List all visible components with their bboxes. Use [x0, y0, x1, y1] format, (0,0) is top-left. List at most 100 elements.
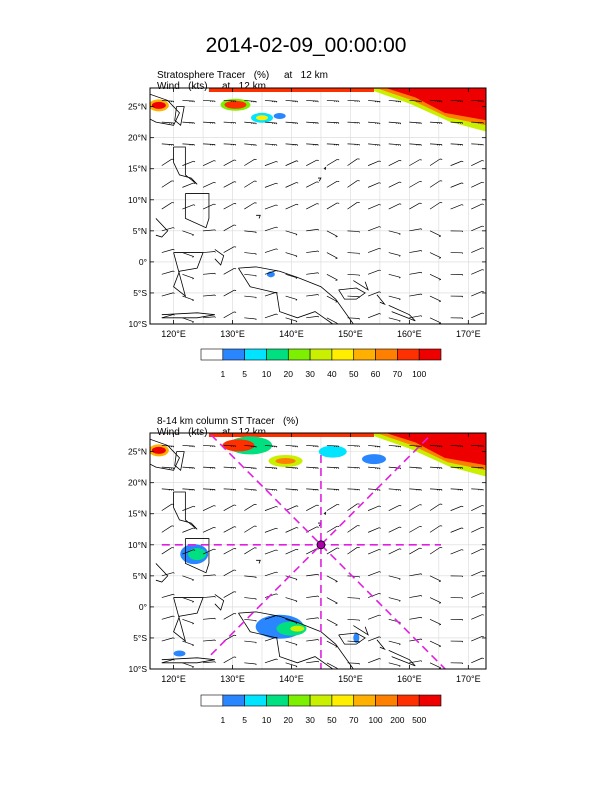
panel1-title-line1: Stratosphere Tracer (%): [157, 70, 270, 81]
wind-barb: [429, 230, 441, 237]
wind-barb: [182, 317, 194, 323]
wind-barb: [223, 569, 235, 577]
wind-barb: [264, 100, 277, 102]
wind-barb-feather: [399, 320, 401, 322]
colorbar-label: 500: [412, 715, 426, 725]
wind-barb: [471, 100, 484, 102]
wind-barb: [182, 160, 194, 166]
wind-barb: [471, 614, 483, 620]
wind-barb: [409, 159, 420, 166]
wind-barb: [347, 525, 358, 533]
wind-barb: [388, 273, 401, 278]
wind-barb-feather: [399, 578, 401, 580]
wind-barb: [388, 640, 401, 645]
wind-barb: [471, 121, 484, 124]
wind-barb: [203, 466, 216, 469]
wind-barb: [367, 636, 380, 642]
wind-barb: [161, 143, 174, 146]
wind-barb-feather: [481, 181, 484, 184]
wind-barb: [203, 121, 216, 124]
coastline: [173, 597, 204, 643]
coastline: [323, 511, 327, 516]
wind-barb-feather: [420, 638, 423, 641]
wind-barb-feather: [295, 277, 298, 279]
wind-barb: [429, 100, 442, 102]
wind-barb: [306, 660, 319, 664]
wind-barb-feather: [420, 660, 423, 662]
wind-barb-feather: [420, 250, 423, 252]
wind-barb: [388, 159, 400, 166]
wind-barb: [161, 158, 173, 166]
wind-barb: [244, 662, 257, 665]
wind-barb: [388, 597, 401, 601]
x-tick-label: 120°E: [161, 329, 186, 339]
wind-barb-feather: [276, 527, 278, 530]
wind-barb: [347, 180, 358, 188]
coastline: [353, 625, 369, 636]
x-tick-label: 130°E: [220, 674, 245, 684]
wind-barb: [409, 121, 422, 124]
wind-barb: [326, 159, 338, 166]
wind-barb: [223, 311, 235, 319]
panel1-title-left: Stratosphere Tracer (%) Wind (kts): [157, 59, 269, 92]
wind-barb: [264, 527, 277, 533]
tracer-blob-a-core: [224, 100, 247, 109]
wind-barb: [285, 488, 298, 491]
wind-barb-feather: [399, 233, 401, 235]
wind-barb: [450, 445, 463, 447]
wind-barb-feather: [192, 278, 194, 280]
coastline: [323, 166, 327, 171]
wind-barb: [182, 640, 194, 646]
wind-barb-feather: [399, 643, 401, 646]
wind-barb: [367, 571, 380, 577]
colorbar-label: 40: [327, 369, 337, 379]
wind-barb: [244, 273, 257, 276]
wind-barb: [409, 573, 422, 577]
wind-barb: [471, 247, 483, 253]
wind-barb-feather: [193, 182, 196, 185]
wind-barb-feather: [420, 272, 423, 274]
wind-barb: [202, 181, 215, 188]
colorbar-1: 1 5 10 20 30 40 50 60 70 100: [200, 348, 442, 379]
wind-barb-feather: [234, 504, 237, 506]
y-tick-label: 20°N: [128, 133, 147, 143]
cross-center-marker: [316, 540, 326, 550]
wind-barb: [347, 158, 358, 166]
wind-barb-feather: [335, 301, 338, 303]
wind-barb: [182, 252, 194, 257]
colorbar-box: [353, 348, 376, 361]
wind-barb: [326, 143, 339, 145]
wind-barb-feather: [213, 548, 216, 550]
wind-barb-feather: [213, 505, 216, 507]
wind-barb-feather: [316, 504, 319, 506]
wind-barb: [306, 272, 319, 275]
wind-barb-feather: [295, 321, 298, 323]
wind-barb: [285, 445, 298, 447]
tracer-band-core: [371, 433, 486, 466]
tracer-blob-e: [362, 454, 386, 465]
wind-barb-feather: [234, 181, 237, 183]
wind-barb: [471, 488, 484, 490]
wind-barb: [203, 272, 216, 275]
wind-barb: [223, 504, 235, 511]
wind-barb: [161, 572, 174, 577]
wind-barb-feather: [461, 182, 464, 184]
wind-barb: [409, 293, 422, 297]
wind-barb: [450, 143, 463, 145]
wind-barb: [285, 252, 298, 257]
wind-barb: [429, 158, 441, 166]
wind-barb: [471, 657, 483, 664]
wind-barb: [429, 640, 441, 647]
wind-barb: [285, 100, 298, 102]
wind-barb: [347, 488, 360, 490]
wind-barb: [264, 143, 277, 146]
colorbar-box: [222, 348, 245, 361]
wind-barb: [471, 592, 483, 598]
wind-barb-feather: [379, 636, 381, 638]
wind-barb: [367, 204, 380, 210]
map-panel-2-area: [150, 433, 486, 669]
wind-barb-feather: [399, 526, 402, 528]
wind-barb: [450, 527, 462, 533]
coastline: [318, 177, 322, 182]
coastline: [161, 312, 215, 319]
